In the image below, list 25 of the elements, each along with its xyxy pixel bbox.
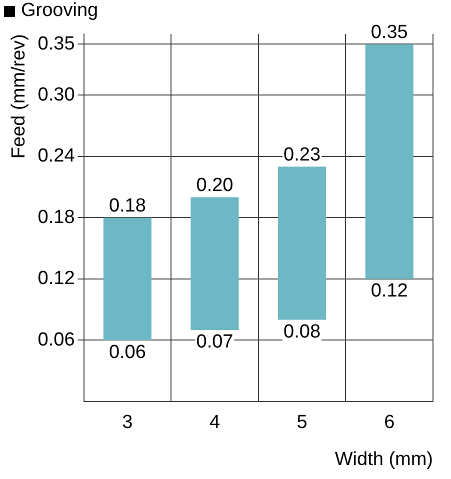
bar bbox=[103, 218, 152, 340]
y-tick-label: 0.12 bbox=[38, 268, 75, 290]
y-tick-label: 0.30 bbox=[38, 84, 75, 106]
bar bbox=[190, 197, 239, 330]
annotation: 0.35 bbox=[370, 22, 408, 43]
annotation: 0.06 bbox=[108, 342, 146, 363]
x-tick-label: 5 bbox=[296, 412, 308, 434]
annotation: 0.18 bbox=[108, 195, 146, 216]
bar bbox=[365, 44, 414, 279]
y-tick-label: 0.35 bbox=[38, 33, 75, 54]
annotation: 0.08 bbox=[284, 321, 321, 342]
x-tick-label: 6 bbox=[384, 412, 395, 434]
y-tick-label: 0.18 bbox=[38, 206, 75, 228]
y-axis-title: Feed (mm/rev) bbox=[8, 34, 30, 159]
annotation: 0.12 bbox=[370, 280, 408, 302]
chart-title: Grooving bbox=[21, 0, 98, 22]
y-tick-label: 0.24 bbox=[38, 146, 76, 167]
annotation: 0.23 bbox=[284, 144, 321, 166]
x-axis-title: Width (mm) bbox=[334, 448, 433, 470]
y-tick-label: 0.06 bbox=[38, 329, 75, 350]
x-tick-label: 4 bbox=[209, 412, 220, 434]
annotation: 0.20 bbox=[196, 175, 234, 196]
annotation: 0.07 bbox=[196, 332, 234, 353]
bar bbox=[278, 166, 326, 320]
x-tick-label: 3 bbox=[122, 412, 133, 434]
